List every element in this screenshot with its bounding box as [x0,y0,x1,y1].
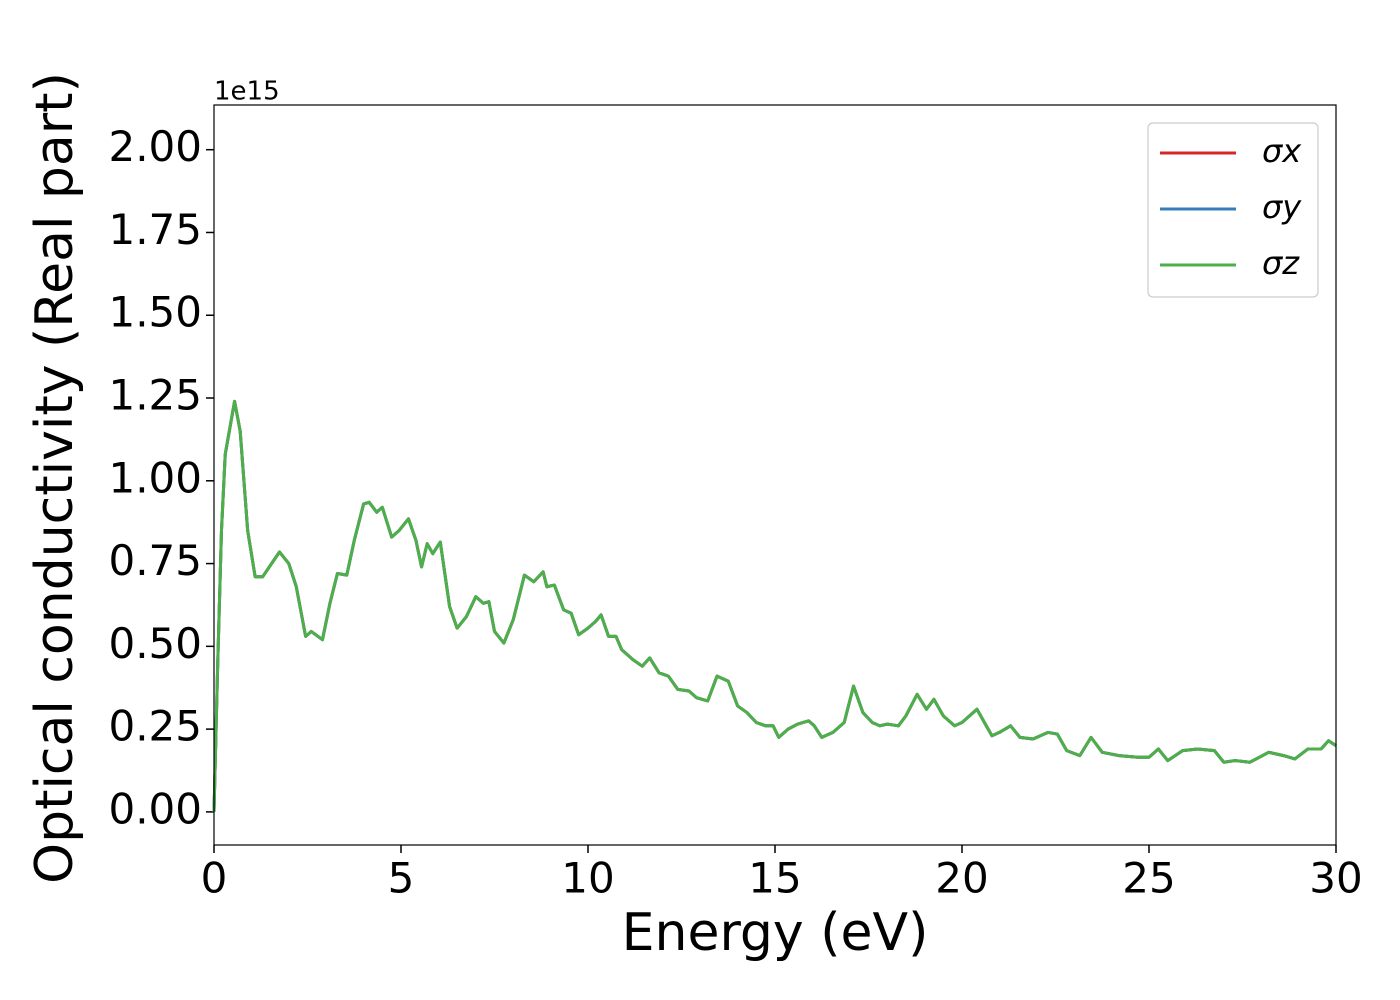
y-tick-label: 1.25 [108,371,202,420]
x-tick-label: 10 [561,854,614,903]
y-tick-label: 0.00 [108,784,202,833]
x-tick-label: 25 [1122,854,1175,903]
x-tick-label: 20 [935,854,988,903]
y-axis-label: Optical conductivity (Real part) [25,72,85,884]
y-tick-label: 0.25 [108,702,202,751]
x-axis-label: Energy (eV) [622,903,929,963]
x-tick-label: 30 [1309,854,1362,903]
y-tick-label: 2.00 [108,122,202,171]
y-tick-label: 1.00 [108,453,202,502]
legend-label: σy [1262,188,1302,226]
y-tick-label: 0.75 [108,536,202,585]
y-tick-label: 0.50 [108,619,202,668]
x-tick-label: 15 [748,854,801,903]
legend-label: σz [1262,244,1300,282]
y-tick-label: 1.50 [108,288,202,337]
plot-frame [213,104,1337,846]
y-offset-label: 1e15 [214,77,280,107]
y-tick-label: 1.75 [108,205,202,254]
data-line [212,399,1337,812]
x-tick-label: 0 [201,854,228,903]
legend-label: σx [1262,132,1302,170]
x-tick-label: 5 [388,854,415,903]
